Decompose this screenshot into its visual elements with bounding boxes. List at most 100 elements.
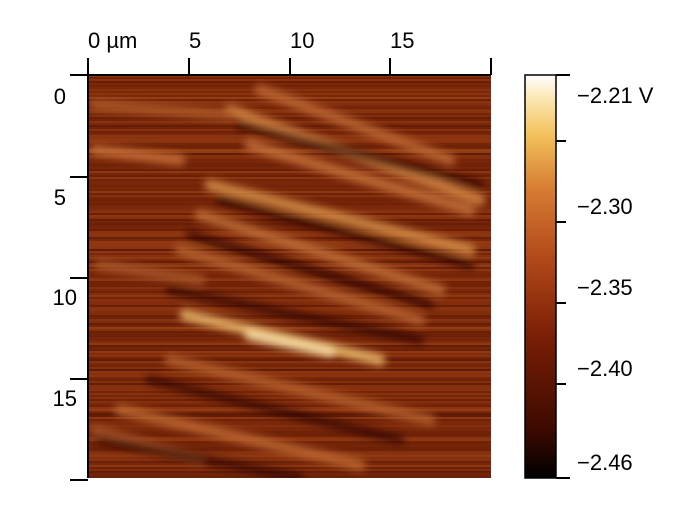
scan-line [88, 349, 491, 351]
scan-line [88, 461, 491, 463]
scan-line [88, 179, 491, 181]
dark-stripe [95, 435, 305, 478]
scan-line [88, 271, 491, 273]
scan-line [88, 257, 491, 259]
scan-line [88, 175, 491, 177]
scan-line [88, 183, 491, 185]
bright-stripe [164, 354, 436, 426]
scan-line [88, 459, 491, 461]
scan-line [88, 375, 491, 377]
y-tick-label: 5 [54, 185, 66, 210]
scan-line [88, 293, 491, 295]
bright-stripe [194, 209, 446, 296]
scan-line [88, 121, 491, 123]
scan-line [88, 85, 491, 87]
scan-line [88, 83, 491, 85]
y-tick-label: 0 [54, 84, 66, 109]
scan-line [88, 79, 491, 81]
scan-line [88, 193, 491, 195]
dark-stripe [185, 230, 435, 310]
bright-stripe [89, 99, 236, 121]
scan-line [88, 181, 491, 183]
scan-line [88, 119, 491, 121]
scan-line [88, 361, 491, 363]
scan-line [88, 463, 491, 465]
scan-line [88, 467, 491, 469]
scan-line [88, 111, 491, 113]
scan-line [88, 275, 491, 277]
x-axis: 0 µm 5 10 15 [70, 28, 492, 76]
dark-stripe [235, 120, 485, 190]
scan-line [88, 185, 491, 187]
colorbar-tick-label: −2.46 [577, 450, 633, 475]
scan-line [88, 145, 491, 147]
scan-line [88, 169, 491, 171]
scan-line [88, 123, 491, 125]
scan-line [88, 269, 491, 271]
scan-line [88, 439, 491, 441]
scan-line [88, 421, 491, 423]
scan-line [88, 223, 491, 225]
bright-stripe [244, 139, 476, 216]
scan-line [88, 365, 491, 367]
colorbar-tick-label: −2.30 [577, 194, 633, 219]
scan-line [88, 307, 491, 309]
scan-line [88, 89, 491, 91]
colorbar-tick-label: −2.35 [577, 275, 633, 300]
scan-line [88, 323, 491, 325]
scan-line [88, 331, 491, 333]
scan-line [88, 419, 491, 421]
scan-line [88, 251, 491, 253]
colorbar-gradient [524, 74, 557, 479]
x-tick-label: 10 [290, 28, 314, 53]
scan-line [88, 465, 491, 467]
scan-line [88, 397, 491, 399]
scan-line [88, 401, 491, 403]
scan-line [88, 371, 491, 373]
scan-line [88, 289, 491, 291]
scan-line [88, 291, 491, 293]
scan-line [88, 393, 491, 395]
scan-line [88, 299, 491, 301]
bright-stripe [94, 259, 206, 286]
scan-line [88, 173, 491, 175]
colorbar-tick-label: −2.40 [577, 356, 633, 381]
scan-line [88, 363, 491, 365]
scan-line [88, 367, 491, 369]
scan-line [88, 233, 491, 235]
scan-line [88, 273, 491, 275]
scan-line [88, 115, 491, 117]
scan-line [88, 399, 491, 401]
scan-line [88, 191, 491, 193]
scan-line [88, 287, 491, 289]
scan-line [88, 435, 491, 437]
scan-line [88, 231, 491, 233]
colorbar-tick-label: −2.21 V [577, 83, 654, 108]
scan-line [88, 93, 491, 95]
scan-line [88, 325, 491, 327]
scan-line [88, 187, 491, 189]
scan-line [88, 107, 491, 109]
x-tick-label: 15 [390, 28, 414, 53]
scan-line [88, 373, 491, 375]
scan-line [88, 147, 491, 149]
scan-line [88, 81, 491, 83]
scan-line [88, 211, 491, 213]
dark-stripe [165, 285, 425, 345]
scan-line [88, 255, 491, 257]
scan-line [88, 249, 491, 251]
scan-line [88, 351, 491, 353]
scan-line [88, 225, 491, 227]
scan-line [88, 77, 491, 79]
scan-line [88, 329, 491, 331]
scan-line [88, 305, 491, 307]
scan-line [88, 431, 491, 433]
scan-line [88, 149, 491, 151]
scan-line [88, 469, 491, 471]
scan-line [88, 457, 491, 459]
y-axis: 0 5 10 15 [53, 74, 89, 481]
bright-stripe [114, 404, 366, 471]
colorbar: −2.21 V −2.30 −2.35 −2.40 −2.46 [524, 74, 654, 479]
scan-line [88, 357, 491, 359]
